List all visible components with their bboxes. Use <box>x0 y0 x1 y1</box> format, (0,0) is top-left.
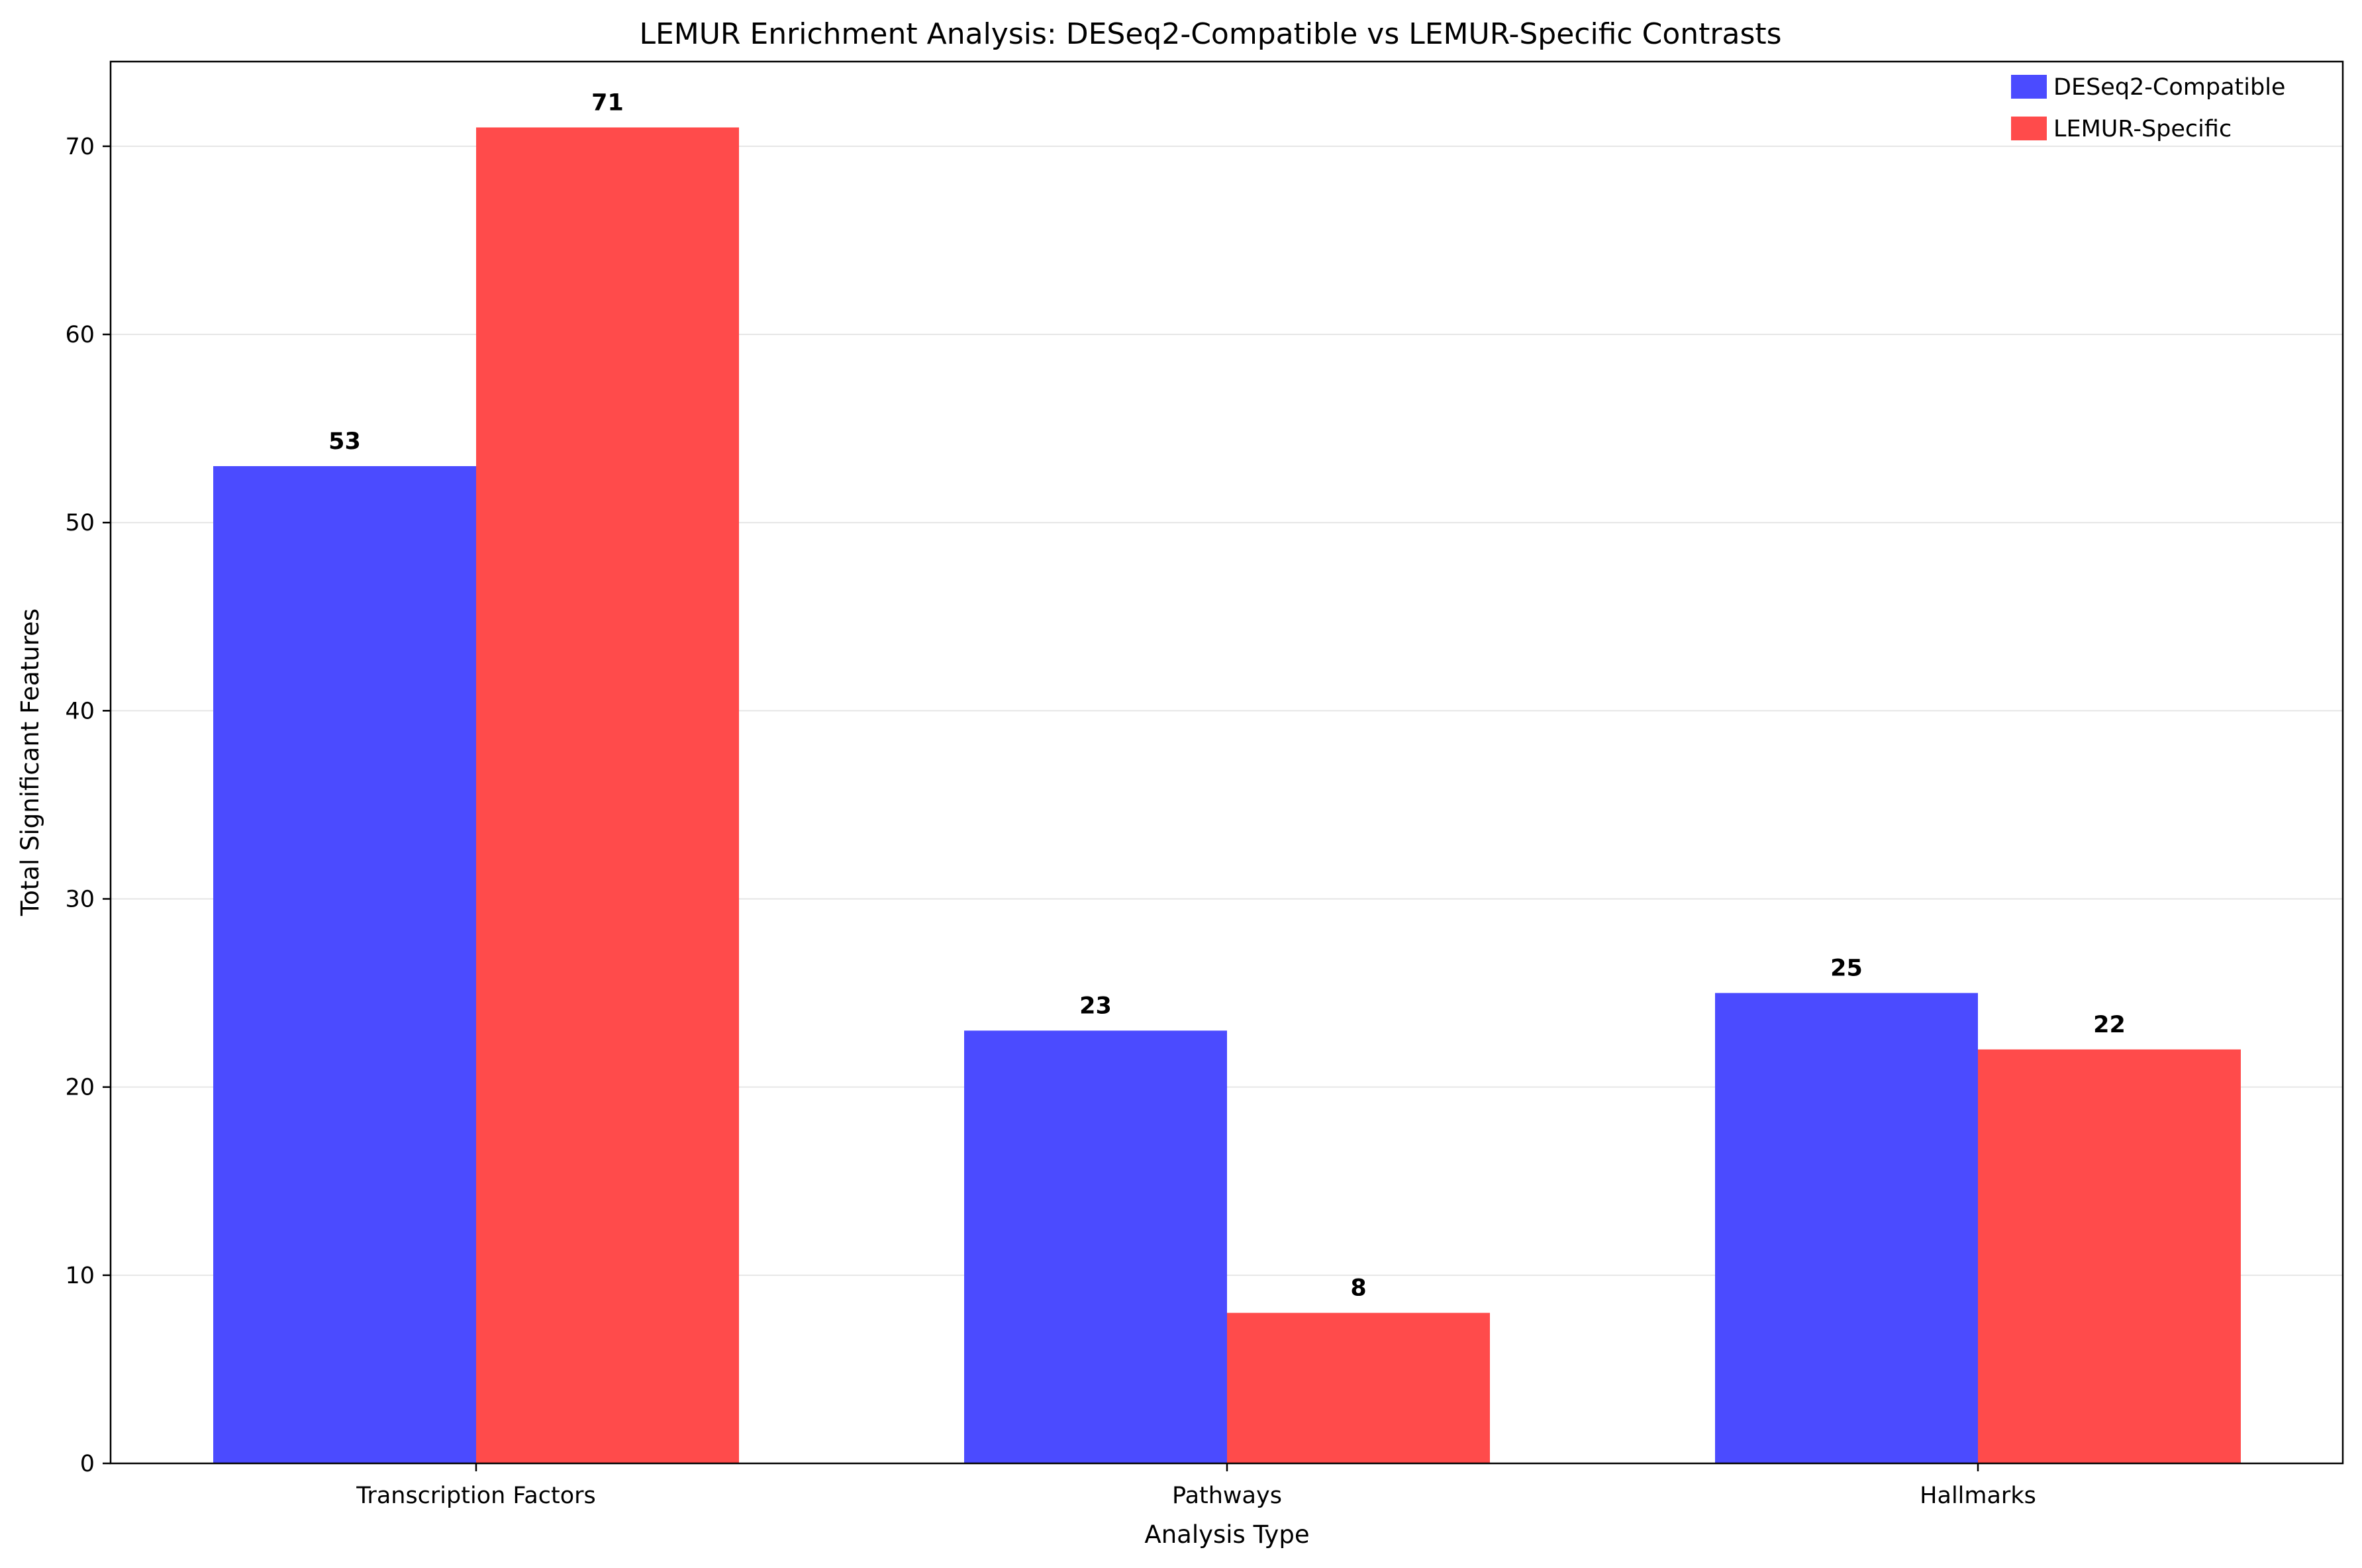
y-tick-label: 50 <box>65 510 95 536</box>
legend-swatch <box>2011 75 2047 99</box>
bar <box>964 1030 1227 1463</box>
bar-value-label: 25 <box>1830 956 1863 982</box>
y-axis: 0 10 20 30 40 50 60 70 <box>65 134 111 1477</box>
bar-value-labels: 53 71 23 8 25 22 <box>328 89 2126 1301</box>
bar-value-label: 8 <box>1350 1275 1366 1302</box>
bar <box>213 466 476 1463</box>
x-tick-label: Transcription Factors <box>356 1483 596 1509</box>
y-tick-label: 70 <box>65 134 95 160</box>
legend-swatch <box>2011 117 2047 140</box>
y-axis-label: Total Significant Features <box>16 609 44 916</box>
y-tick-label: 10 <box>65 1263 95 1289</box>
legend-label: DESeq2-Compatible <box>2053 74 2285 101</box>
legend: DESeq2-Compatible LEMUR-Specific <box>2011 74 2285 142</box>
bar-value-label: 71 <box>591 89 624 116</box>
legend-label: LEMUR-Specific <box>2053 116 2232 142</box>
chart-title: LEMUR Enrichment Analysis: DESeq2-Compat… <box>639 17 1781 51</box>
x-tick-label: Hallmarks <box>1920 1483 2036 1509</box>
y-tick-label: 0 <box>80 1451 95 1477</box>
x-tick-label: Pathways <box>1172 1483 1282 1509</box>
y-tick-label: 30 <box>65 887 95 913</box>
y-tick-label: 60 <box>65 322 95 348</box>
bar <box>1227 1312 1490 1463</box>
bar <box>1715 993 1978 1463</box>
y-tick-label: 40 <box>65 698 95 724</box>
bars <box>213 127 2241 1463</box>
bar-value-label: 23 <box>1079 993 1112 1019</box>
bar <box>476 127 739 1463</box>
bar <box>1978 1049 2241 1463</box>
x-axis-label: Analysis Type <box>1144 1520 1309 1549</box>
bar-value-label: 53 <box>328 428 361 455</box>
y-tick-label: 20 <box>65 1075 95 1101</box>
x-axis: Transcription Factors Pathways Hallmarks <box>356 1463 2036 1509</box>
bar-value-label: 22 <box>2093 1012 2126 1038</box>
